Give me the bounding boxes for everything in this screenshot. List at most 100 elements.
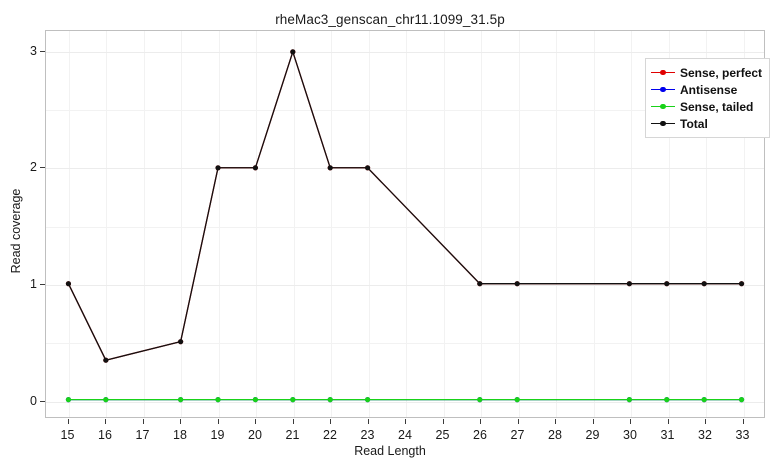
x-axis-tick-label: 30 xyxy=(623,428,637,442)
data-point xyxy=(664,397,670,403)
x-axis-tick-mark xyxy=(667,419,669,424)
y-axis-title: Read coverage xyxy=(9,188,23,274)
legend-marker-icon xyxy=(651,117,675,131)
gridline-vertical xyxy=(556,31,557,417)
gridline-vertical xyxy=(256,31,257,417)
x-axis-tick-mark xyxy=(67,419,69,424)
x-axis-tick-mark xyxy=(555,419,556,424)
gridline-vertical xyxy=(743,31,745,417)
x-axis-tick-label: 31 xyxy=(660,428,675,442)
legend-item-antisense[interactable]: Antisense xyxy=(651,81,762,98)
y-axis-tick-mark xyxy=(40,400,45,402)
x-axis-tick-mark xyxy=(330,419,331,424)
x-axis-tick-label: 23 xyxy=(360,428,375,442)
x-axis-tick-mark xyxy=(480,419,481,424)
x-axis-tick-label: 17 xyxy=(135,428,150,442)
data-point xyxy=(626,397,632,403)
x-axis-tick-mark xyxy=(742,419,744,424)
legend-label: Sense, perfect xyxy=(680,65,763,80)
gridline-horizontal xyxy=(46,285,764,286)
x-axis-tick-label: 24 xyxy=(398,428,412,442)
legend-item-sense-perfect[interactable]: Sense, perfect xyxy=(651,64,762,81)
y-axis-tick-label: 0 xyxy=(30,393,37,408)
gridline-vertical xyxy=(706,31,707,417)
data-point xyxy=(477,397,483,403)
x-axis-tick-label: 28 xyxy=(548,428,562,442)
data-point xyxy=(103,357,109,363)
x-axis-tick-mark xyxy=(292,419,294,424)
data-point xyxy=(327,165,333,171)
series-total xyxy=(65,49,745,363)
x-axis-tick-mark xyxy=(592,419,594,424)
data-point xyxy=(477,281,483,287)
y-axis-tick-label: 3 xyxy=(30,43,37,58)
data-point xyxy=(215,165,221,171)
data-point xyxy=(738,397,745,403)
legend-marker-icon xyxy=(651,66,675,80)
legend: Sense, perfect Antisense Sense, tailed Tota… xyxy=(645,58,771,138)
gridline-vertical xyxy=(293,31,295,417)
data-point xyxy=(738,281,745,287)
data-point xyxy=(290,397,296,403)
gridline-horizontal xyxy=(46,51,764,53)
x-axis-title: Read Length xyxy=(354,444,426,458)
x-axis-tick-label: 26 xyxy=(473,428,487,442)
data-point xyxy=(178,397,184,403)
data-point xyxy=(626,281,632,287)
y-axis-tick-label: 1 xyxy=(30,277,37,291)
x-axis-tick-mark xyxy=(142,419,144,424)
x-axis-tick-label: 19 xyxy=(210,428,225,442)
x-axis-tick-label: 33 xyxy=(735,428,750,442)
x-axis-tick-mark xyxy=(517,419,519,424)
legend-label: Sense, tailed xyxy=(680,99,754,114)
gridline-vertical xyxy=(481,31,482,417)
gridline-vertical xyxy=(406,31,407,417)
x-axis-tick-label: 22 xyxy=(323,428,337,442)
legend-item-sense-tailed[interactable]: Sense, tailed xyxy=(651,98,762,115)
gridline-vertical xyxy=(368,31,370,417)
gridline-horizontal-minor xyxy=(46,110,764,112)
legend-label: Antisense xyxy=(680,82,738,97)
gridline-vertical xyxy=(443,31,445,417)
x-axis-tick-label: 27 xyxy=(510,428,525,442)
legend-item-total[interactable]: Total xyxy=(651,115,762,132)
data-point xyxy=(664,281,670,287)
data-point xyxy=(365,165,371,171)
gridline-vertical xyxy=(631,31,632,417)
x-axis-tick-label: 16 xyxy=(98,428,112,442)
gridline-vertical xyxy=(143,31,145,417)
gridline-vertical xyxy=(593,31,595,417)
data-point xyxy=(365,397,371,403)
data-point xyxy=(65,397,72,403)
data-point xyxy=(65,281,72,287)
gridline-vertical xyxy=(218,31,220,417)
data-point xyxy=(252,397,259,403)
x-axis-tick-mark xyxy=(630,419,631,424)
gridline-vertical xyxy=(106,31,107,417)
y-axis-tick-label: 2 xyxy=(30,160,37,175)
x-axis-tick-label: 15 xyxy=(60,428,75,442)
x-axis-tick-mark xyxy=(442,419,444,424)
gridline-horizontal-minor xyxy=(46,226,764,228)
data-point xyxy=(215,397,221,403)
x-axis-tick-label: 29 xyxy=(585,428,600,442)
gridline-vertical xyxy=(181,31,182,417)
chart-title: rheMac3_genscan_chr11.1099_31.5p xyxy=(275,12,505,27)
gridline-horizontal xyxy=(46,401,764,403)
series-line xyxy=(67,49,742,361)
legend-marker-icon xyxy=(651,83,675,97)
y-axis-tick-mark xyxy=(40,50,45,52)
x-axis-tick-mark xyxy=(217,419,219,424)
legend-marker-icon xyxy=(651,100,675,114)
gridline-vertical xyxy=(331,31,332,417)
data-point xyxy=(701,281,707,287)
x-axis-tick-label: 18 xyxy=(173,428,187,442)
gridline-vertical xyxy=(518,31,520,417)
data-point xyxy=(701,397,707,403)
gridline-horizontal-minor xyxy=(46,343,764,345)
x-axis-tick-mark xyxy=(105,419,106,424)
data-point xyxy=(103,397,109,403)
legend-label: Total xyxy=(680,116,708,131)
gridline-vertical xyxy=(68,31,70,417)
